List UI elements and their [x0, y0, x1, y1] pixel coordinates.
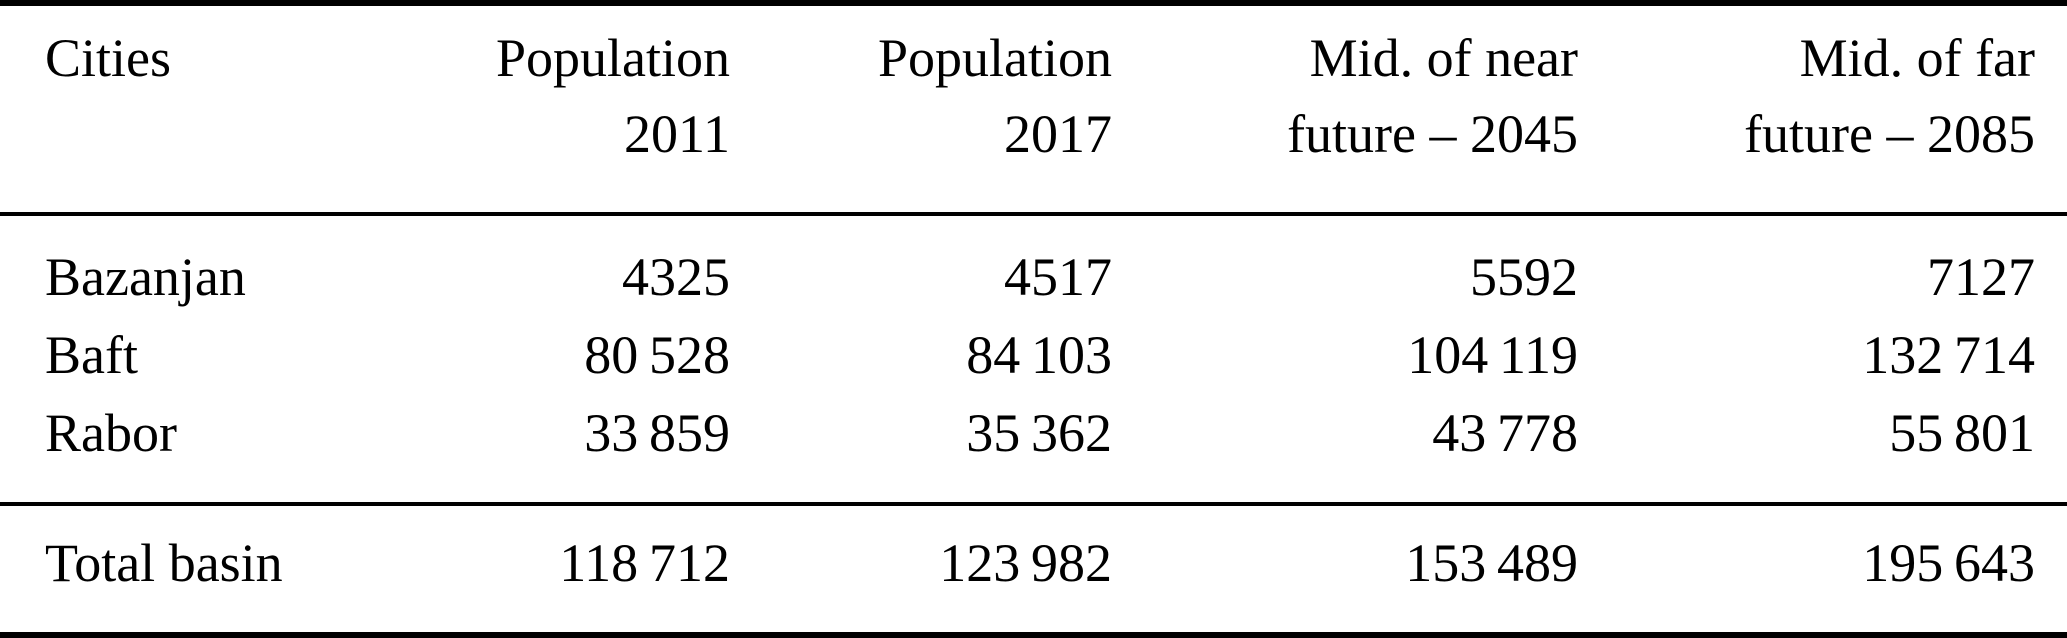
near-future-2045-cell: 43 778 [1432, 403, 1578, 463]
header-line2: future – 2085 [1744, 104, 2035, 164]
far-future-2085-cell: 132 714 [1862, 325, 2035, 385]
table-header: Cities Population 2011 Population 2017 M… [0, 3, 2067, 216]
city-name-cell: Rabor [45, 403, 177, 463]
header-line1: Population [877, 28, 1112, 88]
total-near-future-2045-cell: 153 489 [1112, 502, 1578, 635]
population-2017-cell: 35 362 [966, 403, 1112, 463]
city-name-cell: Bazanjan [45, 247, 246, 307]
total-label-cell: Total basin [0, 502, 420, 635]
far-future-2085-cell: 55 801 [1889, 403, 2035, 463]
header-line1: Mid. of far [1799, 28, 2035, 88]
total-population-2017-cell: 123 982 [730, 502, 1112, 635]
table-body: Bazanjan 4325 4517 5592 7127 Baft 80 528… [0, 214, 2067, 504]
table-footer: Total basin 118 712 123 982 153 489 195 … [0, 502, 2067, 635]
column-header-far-future-2085: Mid. of far future – 2085 [1578, 3, 2067, 216]
city-name-cell: Baft [45, 325, 138, 385]
header-row: Cities Population 2011 Population 2017 M… [0, 3, 2067, 216]
population-2011-cell: 80 528 [584, 325, 730, 385]
column-header-near-future-2045: Mid. of near future – 2045 [1112, 3, 1578, 216]
column-header-population-2017: Population 2017 [730, 3, 1112, 216]
header-line1: Population [495, 28, 730, 88]
population-2011-cell: 4325 [622, 247, 730, 307]
table-row-bazanjan: Bazanjan 4325 4517 5592 7127 [0, 214, 2067, 316]
table-row-baft: Baft 80 528 84 103 104 119 132 714 [0, 316, 2067, 394]
column-header-population-2011: Population 2011 [420, 3, 730, 216]
total-far-future-2085-cell: 195 643 [1578, 502, 2067, 635]
total-row: Total basin 118 712 123 982 153 489 195 … [0, 502, 2067, 635]
population-2011-cell: 33 859 [584, 403, 730, 463]
population-2017-cell: 4517 [1004, 247, 1112, 307]
header-line2: 2017 [1004, 104, 1112, 164]
table-row-rabor: Rabor 33 859 35 362 43 778 55 801 [0, 394, 2067, 504]
header-line1: Mid. of near [1309, 28, 1578, 88]
header-line2: future – 2045 [1287, 104, 1578, 164]
header-line1: Cities [45, 28, 172, 88]
total-population-2011-cell: 118 712 [420, 502, 730, 635]
near-future-2045-cell: 5592 [1470, 247, 1578, 307]
population-2017-cell: 84 103 [966, 325, 1112, 385]
far-future-2085-cell: 7127 [1927, 247, 2035, 307]
column-header-cities: Cities [0, 3, 420, 216]
header-line2: 2011 [624, 104, 730, 164]
near-future-2045-cell: 104 119 [1407, 325, 1578, 385]
